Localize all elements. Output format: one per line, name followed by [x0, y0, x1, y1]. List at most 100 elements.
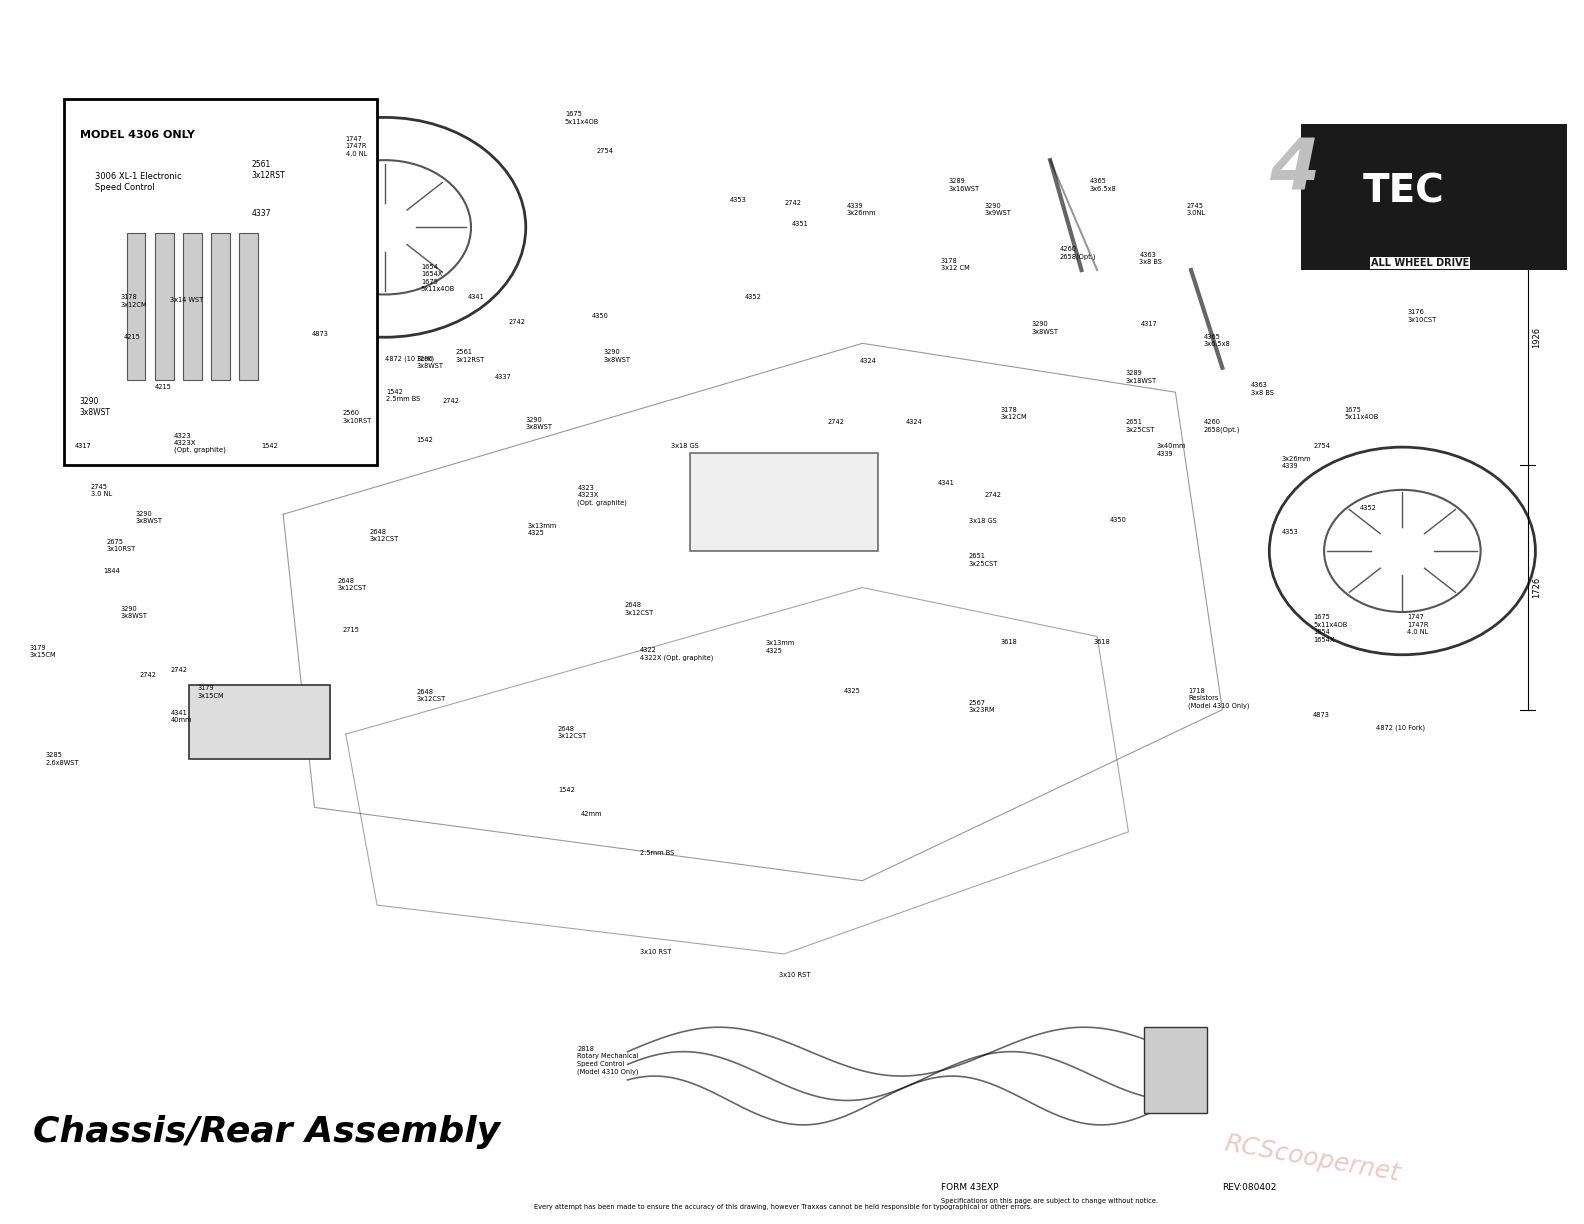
- Text: 1844: 1844: [103, 568, 120, 574]
- Text: 3618: 3618: [1000, 639, 1017, 645]
- Text: 3289
3x18WST: 3289 3x18WST: [1125, 370, 1156, 383]
- Text: 3290
3x8WST: 3290 3x8WST: [604, 349, 630, 364]
- Text: 4317: 4317: [74, 443, 92, 449]
- Text: 4352: 4352: [744, 295, 762, 300]
- Text: 4337: 4337: [494, 373, 512, 379]
- Text: 2561
3x12RST: 2561 3x12RST: [455, 349, 485, 364]
- Text: 3285
2.6x8WST: 3285 2.6x8WST: [46, 753, 79, 766]
- Text: 1654
1654X
1675
5x11x4OB: 1654 1654X 1675 5x11x4OB: [421, 264, 455, 293]
- Text: 4337: 4337: [252, 209, 271, 218]
- Text: 2754: 2754: [596, 148, 613, 154]
- Bar: [127, 234, 146, 379]
- Text: 4324: 4324: [859, 357, 876, 364]
- Text: 1542: 1542: [261, 443, 279, 449]
- Text: 3x14 WST: 3x14 WST: [171, 297, 204, 302]
- Text: 4350: 4350: [591, 313, 608, 318]
- Text: REV:080402: REV:080402: [1223, 1184, 1277, 1192]
- Text: 4215: 4215: [155, 383, 171, 389]
- Text: ALL WHEEL DRIVE: ALL WHEEL DRIVE: [1372, 258, 1470, 268]
- Text: 3179
3x15CM: 3179 3x15CM: [196, 685, 223, 699]
- Text: 4325: 4325: [844, 688, 860, 694]
- Text: 3x10 RST: 3x10 RST: [779, 972, 811, 978]
- Text: 4351: 4351: [792, 222, 809, 228]
- Text: 1675
5x11x4OB
1854
1654X: 1675 5x11x4OB 1854 1654X: [1313, 614, 1348, 643]
- Text: 3290
3x8WST: 3290 3x8WST: [79, 398, 111, 416]
- Text: 4341: 4341: [938, 480, 954, 486]
- Bar: [211, 234, 230, 379]
- Text: 4: 4: [1269, 136, 1319, 204]
- Bar: [155, 234, 174, 379]
- Bar: [239, 234, 258, 379]
- Bar: [1300, 124, 1582, 271]
- Text: 2648
3x12CST: 2648 3x12CST: [337, 578, 367, 591]
- Text: 1726: 1726: [1532, 577, 1541, 599]
- Text: 3178
3x12CM: 3178 3x12CM: [1000, 406, 1026, 420]
- Text: 2742: 2742: [508, 319, 526, 324]
- Text: 2715: 2715: [342, 627, 360, 633]
- Text: 4363
3x8 BS: 4363 3x8 BS: [1250, 382, 1274, 395]
- Text: 3618: 3618: [1095, 639, 1110, 645]
- Text: 1675
5x11x4OB: 1675 5x11x4OB: [1345, 406, 1378, 420]
- Text: 4873: 4873: [1313, 712, 1331, 718]
- Text: 2560
3x10RST: 2560 3x10RST: [342, 410, 372, 424]
- Text: 4339
3x26mm: 4339 3x26mm: [847, 203, 876, 217]
- Text: 1542
2.5mm BS: 1542 2.5mm BS: [386, 388, 421, 401]
- Text: 4365
3x6.5x8: 4365 3x6.5x8: [1204, 334, 1231, 348]
- Text: Chassis/Rear Assembly: Chassis/Rear Assembly: [33, 1115, 501, 1149]
- Text: 3290
3x8WST: 3290 3x8WST: [1031, 322, 1058, 335]
- Text: FORM 43EXP: FORM 43EXP: [941, 1184, 998, 1192]
- Text: 2561
3x12RST: 2561 3x12RST: [252, 160, 285, 180]
- Text: Every attempt has been made to ensure the accuracy of this drawing, however Trax: Every attempt has been made to ensure th…: [534, 1204, 1031, 1211]
- Text: 4873: 4873: [312, 332, 328, 337]
- Text: 2742: 2742: [828, 419, 844, 425]
- Text: 4350: 4350: [1110, 517, 1126, 523]
- Text: 3x10 RST: 3x10 RST: [640, 949, 672, 955]
- Text: 1542: 1542: [417, 437, 432, 443]
- Text: 4260
2658(Opt.): 4260 2658(Opt.): [1204, 419, 1240, 433]
- Text: 4323
4323X
(Opt. graphite): 4323 4323X (Opt. graphite): [578, 485, 627, 507]
- Text: 2675
3x10RST: 2675 3x10RST: [106, 539, 136, 552]
- Text: 4363
3x8 BS: 4363 3x8 BS: [1139, 252, 1163, 266]
- Text: 4323
4323X
(Opt. graphite): 4323 4323X (Opt. graphite): [174, 433, 225, 453]
- Text: ™: ™: [1574, 166, 1584, 176]
- Bar: [691, 453, 878, 551]
- Text: 2648
3x12CST: 2648 3x12CST: [417, 689, 445, 703]
- Text: 2818
Rotary Mechanical
Speed Control
(Model 4310 Only): 2818 Rotary Mechanical Speed Control (Mo…: [578, 1045, 638, 1075]
- Text: 1926: 1926: [1532, 327, 1541, 348]
- Bar: [63, 99, 377, 465]
- Text: 4365
3x6.5x8: 4365 3x6.5x8: [1090, 179, 1117, 192]
- Text: 2754: 2754: [1313, 443, 1331, 449]
- Text: 2648
3x12CST: 2648 3x12CST: [558, 726, 586, 739]
- Text: 3289
3x16WST: 3289 3x16WST: [949, 179, 979, 192]
- Text: 1675
5x11x4OB: 1675 5x11x4OB: [565, 111, 599, 125]
- Text: 3x26mm
4339: 3x26mm 4339: [1281, 455, 1312, 469]
- Text: 3176
3x10CST: 3176 3x10CST: [1407, 310, 1437, 323]
- Text: 2567
3x23RM: 2567 3x23RM: [969, 700, 995, 714]
- Text: 2648
3x12CST: 2648 3x12CST: [369, 529, 399, 542]
- Text: 4353: 4353: [729, 197, 746, 203]
- Text: 3290
3x8WST: 3290 3x8WST: [136, 510, 163, 524]
- Text: TEC: TEC: [1364, 173, 1445, 211]
- Text: 4260
2658(Opt.): 4260 2658(Opt.): [1060, 246, 1096, 259]
- Text: 3290
3x8WST: 3290 3x8WST: [526, 416, 553, 430]
- Text: 3179
3x15CM: 3179 3x15CM: [30, 645, 55, 659]
- Text: 3290
3x8WST: 3290 3x8WST: [417, 355, 444, 370]
- Text: 2651
3x25CST: 2651 3x25CST: [969, 553, 998, 567]
- Text: 1747
1747R
4.0 NL: 1747 1747R 4.0 NL: [1407, 614, 1429, 635]
- Text: Specifications on this page are subject to change without notice.: Specifications on this page are subject …: [941, 1198, 1158, 1204]
- Text: 3178
3x12 CM: 3178 3x12 CM: [941, 258, 969, 272]
- Text: 1747
1747R
4.0 NL: 1747 1747R 4.0 NL: [345, 136, 367, 157]
- Text: 2745
3.0 NL: 2745 3.0 NL: [90, 483, 112, 497]
- Text: 1718
Resistors
(Model 4310 Only): 1718 Resistors (Model 4310 Only): [1188, 688, 1250, 709]
- Text: 3290
3x8WST: 3290 3x8WST: [120, 606, 147, 619]
- Text: 3x18 GS: 3x18 GS: [672, 443, 699, 449]
- Text: 2745
3.0NL: 2745 3.0NL: [1186, 203, 1205, 217]
- Text: RCScoopernet: RCScoopernet: [1223, 1131, 1402, 1186]
- Bar: [1144, 1027, 1207, 1113]
- Text: 42mm: 42mm: [581, 812, 602, 818]
- Text: 3x13mm
4325: 3x13mm 4325: [527, 523, 556, 536]
- Bar: [184, 234, 201, 379]
- Text: 4872 (10 Fork): 4872 (10 Fork): [1376, 725, 1426, 731]
- Text: 4215: 4215: [124, 334, 141, 339]
- Text: 2648
3x12CST: 2648 3x12CST: [624, 602, 654, 616]
